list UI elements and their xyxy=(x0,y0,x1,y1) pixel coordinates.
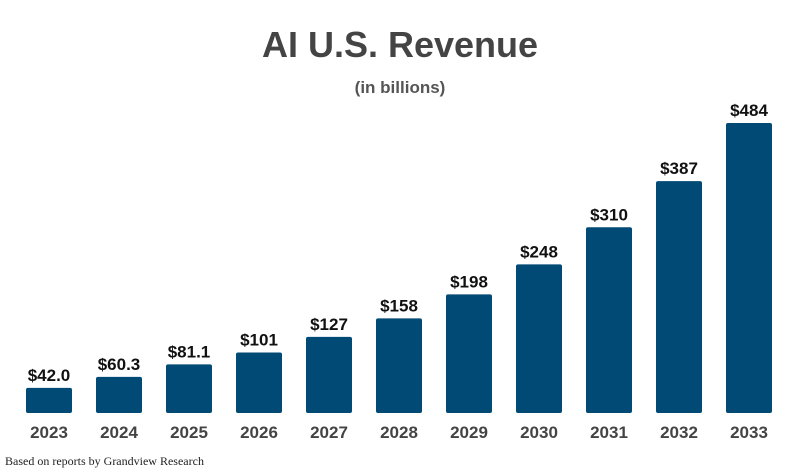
bar-2024 xyxy=(96,376,142,413)
data-label: $81.1 xyxy=(168,342,211,361)
x-tick-label: 2028 xyxy=(380,423,418,442)
x-tick-label: 2025 xyxy=(170,423,208,442)
x-tick-label: 2027 xyxy=(310,423,348,442)
data-label: $158 xyxy=(380,296,418,315)
x-tick-label: 2031 xyxy=(590,423,628,442)
data-label: $60.3 xyxy=(98,355,141,374)
chart-subtitle: (in billions) xyxy=(354,78,446,97)
bar-2033 xyxy=(726,123,772,413)
x-tick-label: 2032 xyxy=(660,423,698,442)
bar-2026 xyxy=(236,352,282,413)
data-label: $198 xyxy=(450,272,488,291)
x-tick-label: 2029 xyxy=(450,423,488,442)
data-label: $42.0 xyxy=(28,366,71,385)
x-tick-label: 2023 xyxy=(30,423,68,442)
bar-2031 xyxy=(586,227,632,413)
source-note: Based on reports by Grandview Research xyxy=(5,454,204,468)
data-label: $101 xyxy=(240,330,278,349)
data-label: $387 xyxy=(660,159,698,178)
x-tick-label: 2033 xyxy=(730,423,768,442)
bar-2025 xyxy=(166,364,212,413)
bar-2028 xyxy=(376,318,422,413)
bar-2023 xyxy=(26,387,72,413)
bar-2032 xyxy=(656,181,702,413)
bar-2030 xyxy=(516,264,562,413)
data-label: $310 xyxy=(590,205,628,224)
bar-2027 xyxy=(306,336,352,413)
data-label: $484 xyxy=(730,101,768,120)
bar-2029 xyxy=(446,294,492,413)
x-tick-label: 2024 xyxy=(100,423,138,442)
x-tick-label: 2026 xyxy=(240,423,278,442)
data-label: $248 xyxy=(520,242,558,261)
data-label: $127 xyxy=(310,315,348,334)
chart-title: AI U.S. Revenue xyxy=(261,24,539,65)
x-tick-label: 2030 xyxy=(520,423,558,442)
